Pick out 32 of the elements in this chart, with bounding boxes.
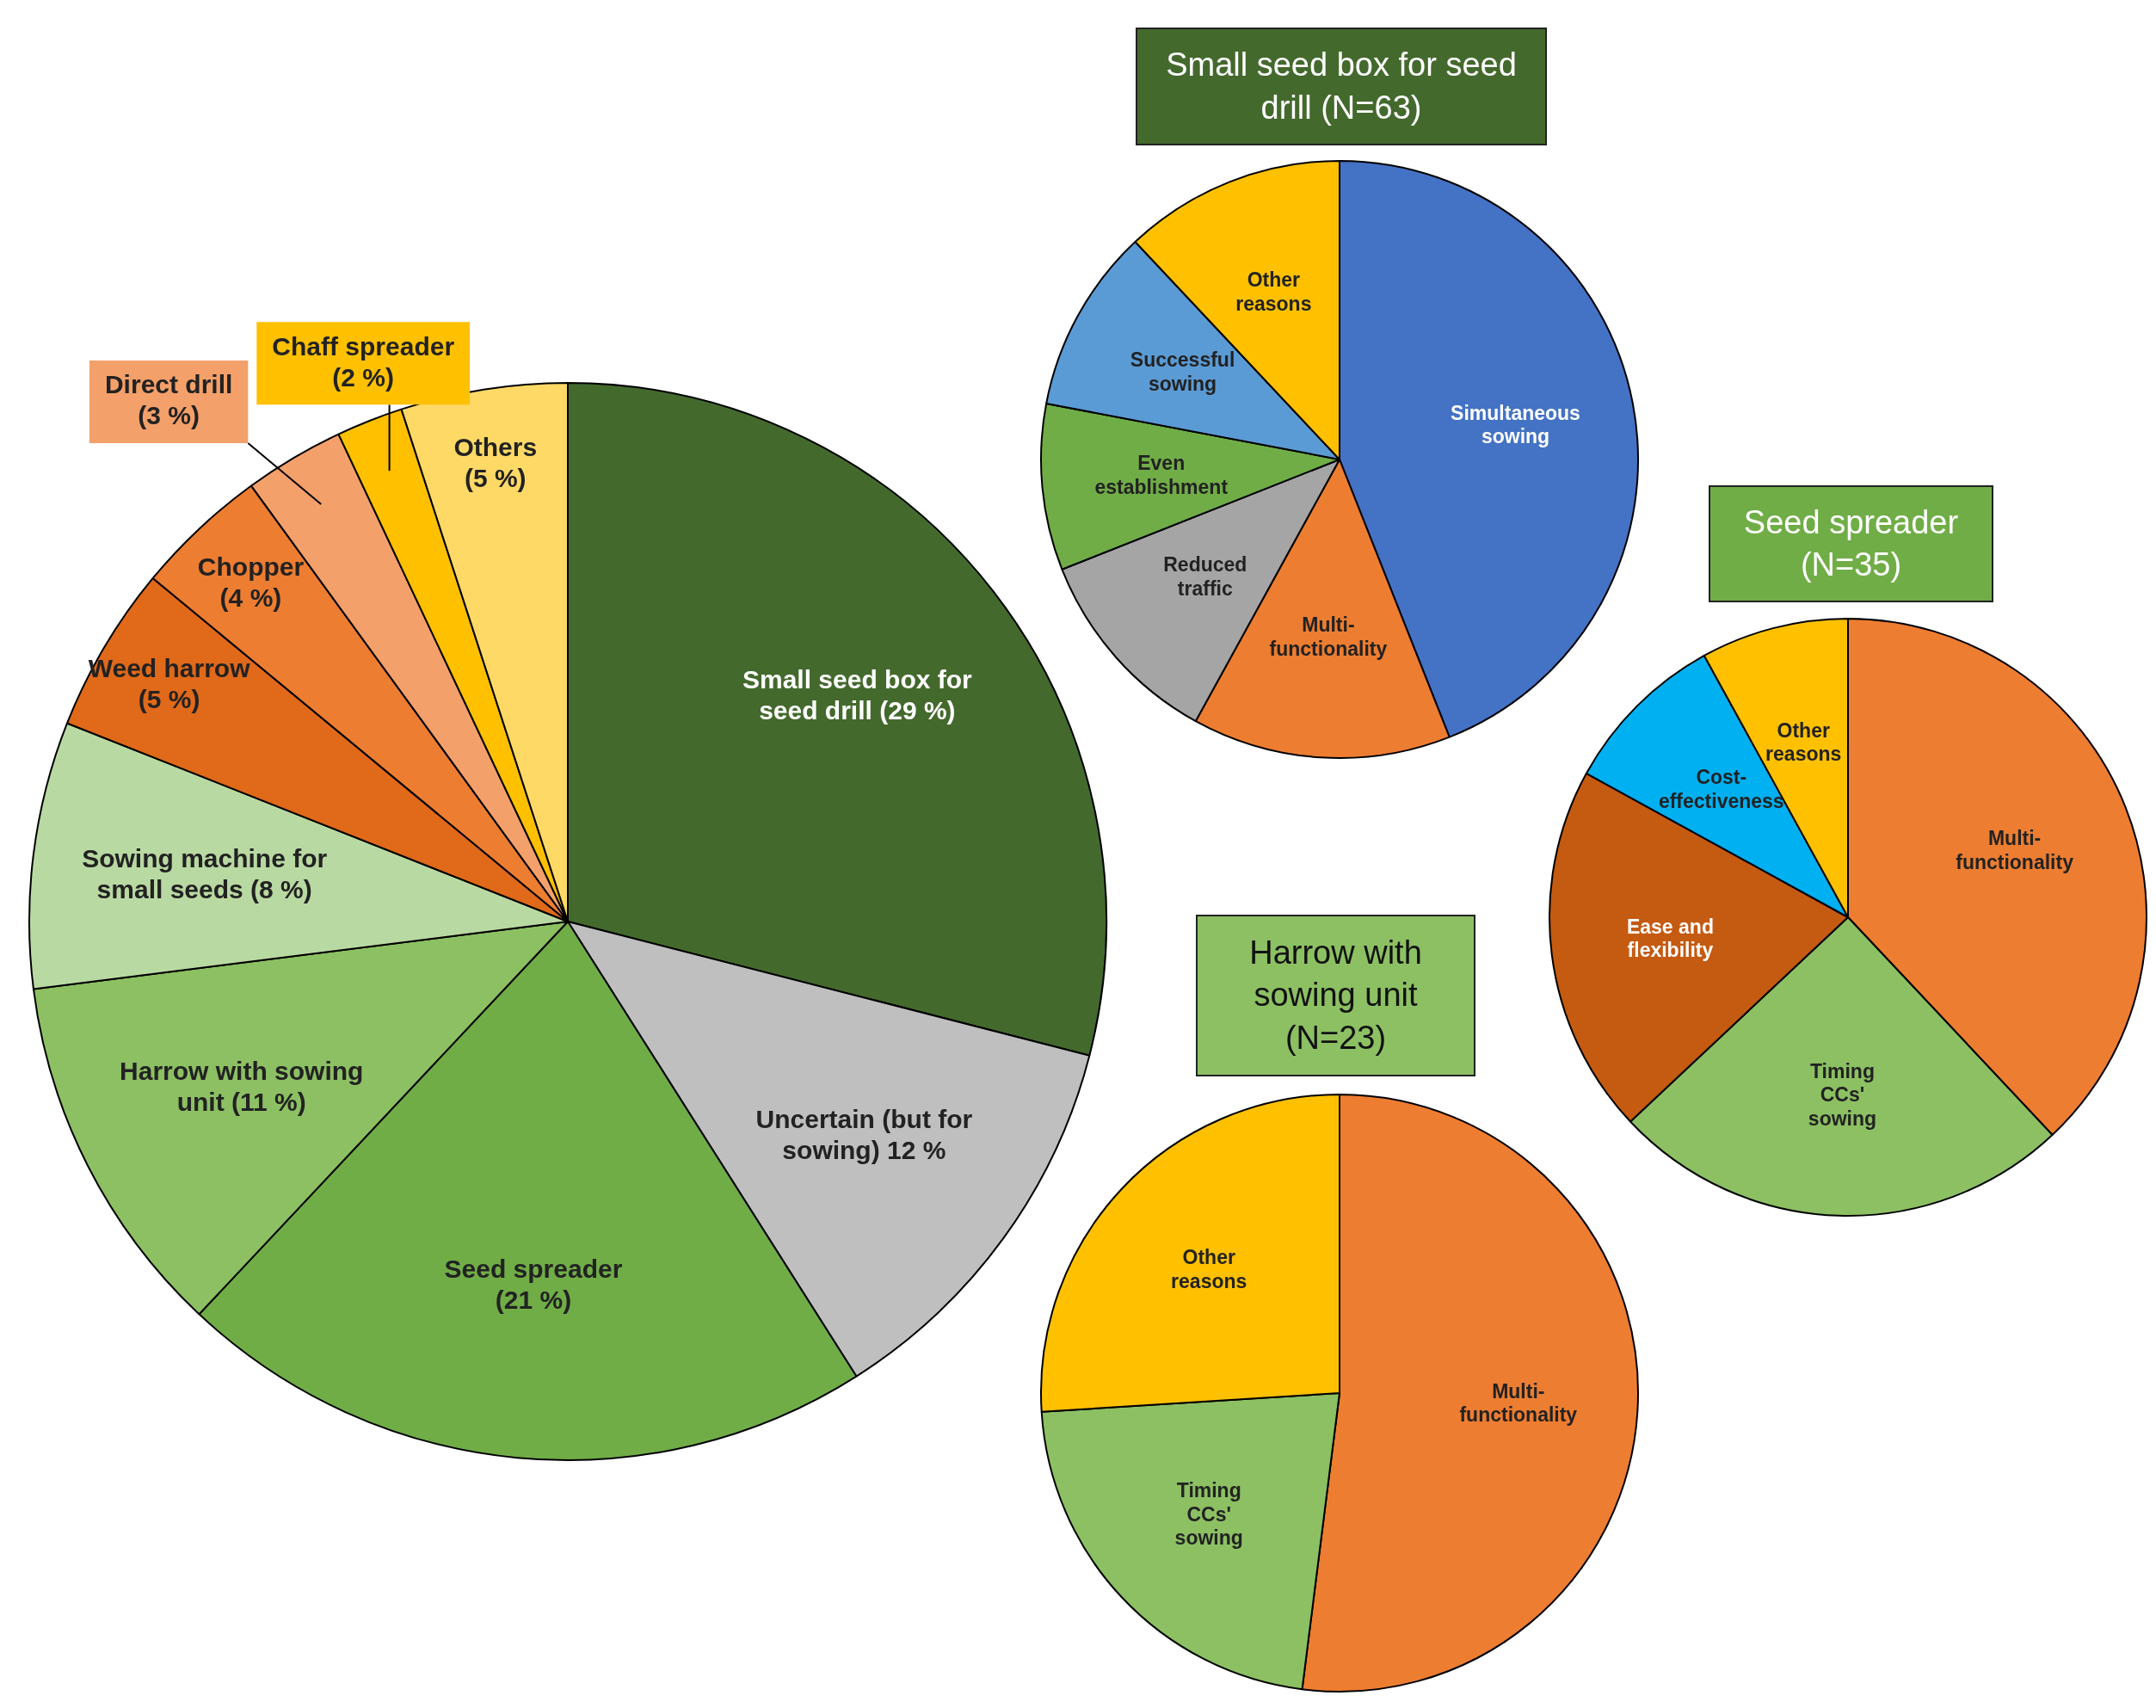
slice-label: Seed spreader [444, 1255, 623, 1284]
data-label: (4 %) [219, 583, 282, 612]
slice-label: Sowing machine for small seeds (8 %) [82, 843, 328, 903]
slice-label: Multi-functionality [1269, 614, 1388, 660]
slice-label: Multi-functionality [1956, 826, 2074, 873]
data-label: (3 %) [138, 401, 200, 430]
slice-label: Reduced traffic [1163, 553, 1247, 600]
slice-label: Others [453, 432, 538, 461]
chart-title: Harrow with sowing unit (N=23) [1196, 915, 1475, 1076]
chart-title: Seed spreader (N=35) [1709, 485, 1993, 602]
slice-label: Uncertain (but for sowing) 12 % [755, 1105, 973, 1165]
slice-label: Small seed box for seed drill (29 %) [742, 665, 973, 725]
slice-label: Timing CCs' sowing [1174, 1479, 1243, 1550]
slice-label: Chaff spreader [272, 331, 455, 361]
slice-label: Successful sowing [1130, 348, 1235, 395]
slice-label: Timing CCs' sowing [1808, 1059, 1877, 1131]
data-label: (5 %) [138, 685, 200, 714]
data-label: (21 %) [495, 1286, 572, 1315]
slice-label: Other reasons [1765, 718, 1842, 766]
slice-label: Other reasons [1235, 268, 1312, 315]
slice-label: Ease and flexibility [1626, 915, 1714, 962]
slice-label: Direct drill [104, 370, 233, 399]
slice-label: Cost-effectiveness [1658, 766, 1784, 812]
slice-label: Simultaneous sowing [1451, 401, 1580, 448]
slice-label: Other reasons [1171, 1246, 1247, 1292]
slice-label: Multi-functionality [1459, 1379, 1578, 1427]
slice-label: Even establishment [1094, 452, 1229, 498]
chart-title: Small seed box for seed drill (N=63) [1136, 28, 1547, 145]
slice-label: Chopper [197, 552, 305, 581]
data-label: (5 %) [464, 463, 527, 492]
slice-label: Harrow with sowing unit (11 %) [120, 1056, 364, 1116]
data-label: (2 %) [332, 362, 395, 392]
